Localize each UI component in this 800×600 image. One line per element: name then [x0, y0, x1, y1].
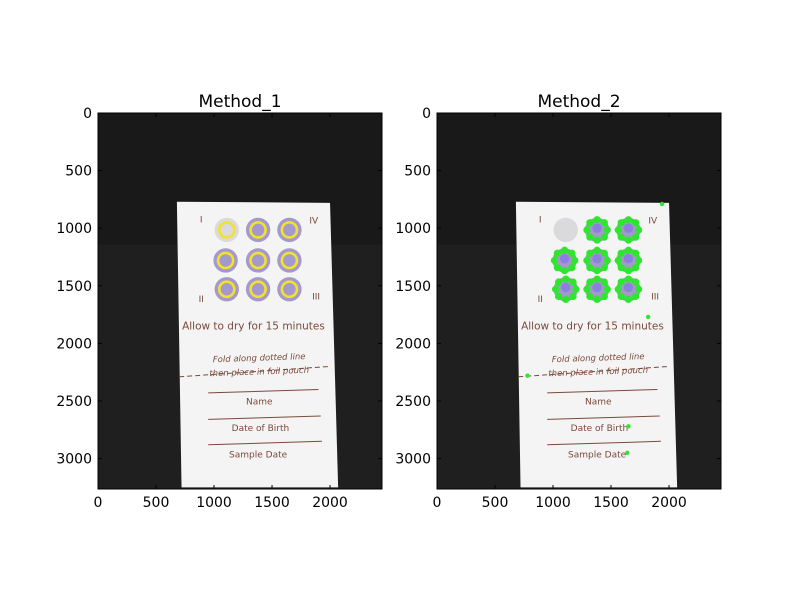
- form-line-1: [547, 388, 658, 394]
- instruction-text: Allow to dry for 15 minutes: [182, 321, 325, 333]
- y-tick-label: 0: [422, 106, 431, 122]
- fold-line: [518, 365, 670, 378]
- label-roman-3: III: [312, 293, 320, 303]
- label-roman-4: IV: [648, 217, 658, 227]
- y-tick-label: 1000: [395, 221, 431, 237]
- detection-outline: [617, 249, 640, 272]
- test-card: [515, 201, 678, 488]
- detection-center: [561, 282, 571, 293]
- stray-point: [525, 373, 530, 378]
- label-roman-4: IV: [309, 217, 319, 227]
- stray-point: [625, 450, 630, 456]
- x-tick-label: 0: [433, 495, 442, 511]
- detection-outline: [617, 218, 640, 242]
- detection-outline: [585, 277, 609, 301]
- detection-outline: [617, 277, 640, 301]
- sample-spot: [553, 217, 578, 243]
- y-tick-label: 1000: [56, 221, 92, 237]
- label-roman-2: II: [538, 295, 543, 305]
- y-tick-label: 2500: [395, 394, 431, 410]
- detection-center: [623, 282, 634, 293]
- y-tick-label: 2500: [56, 394, 92, 410]
- form-line-1: [208, 388, 319, 394]
- test-card: [176, 201, 339, 488]
- x-tick-label: 500: [143, 495, 170, 511]
- detection-ring: [217, 280, 236, 299]
- field-name: Name: [246, 397, 273, 407]
- field-date: Sample Date: [229, 450, 288, 460]
- field-dob: Date of Birth: [232, 424, 290, 434]
- fold-text-1: Fold along dotted line: [552, 352, 645, 365]
- x-tick-label: 1000: [535, 495, 571, 511]
- y-tick-label: 2000: [395, 336, 431, 352]
- fold-text-1: Fold along dotted line: [213, 352, 306, 365]
- detection-center: [623, 223, 634, 233]
- detection-ring: [217, 221, 236, 239]
- y-tick-label: 3000: [395, 452, 431, 468]
- y-tick-label: 1500: [56, 279, 92, 295]
- detection-center: [592, 223, 602, 233]
- axes-frame: [436, 112, 722, 490]
- detection-outline: [553, 249, 576, 272]
- x-tick-label: 2000: [312, 495, 348, 511]
- y-tick-label: 3000: [56, 452, 92, 468]
- x-tick-label: 1500: [254, 495, 290, 511]
- label-roman-1: I: [539, 215, 542, 225]
- detection-center: [592, 254, 602, 264]
- label-roman-2: II: [199, 295, 204, 305]
- form-line-2: [547, 415, 660, 420]
- chart-title: Method_1: [198, 92, 281, 112]
- form-line-2: [208, 415, 321, 420]
- detection-ring: [249, 280, 267, 299]
- x-tick-label: 1500: [593, 495, 629, 511]
- field-dob: Date of Birth: [571, 424, 629, 434]
- x-tick-label: 500: [482, 495, 509, 511]
- label-roman-3: III: [651, 293, 659, 303]
- detection-outline: [585, 249, 609, 272]
- detection-ring: [280, 251, 299, 270]
- stray-point: [626, 424, 631, 429]
- axes-frame: [97, 112, 383, 490]
- x-tick-label: 1000: [196, 495, 232, 511]
- detection-center: [592, 282, 602, 293]
- label-roman-1: I: [200, 215, 203, 225]
- detection-outline: [585, 218, 609, 242]
- fold-line: [179, 365, 331, 378]
- detection-ring: [280, 280, 299, 299]
- detection-outline: [554, 277, 578, 301]
- y-tick-label: 1500: [395, 279, 431, 295]
- y-tick-label: 0: [83, 106, 92, 122]
- x-tick-label: 2000: [651, 495, 687, 511]
- y-tick-label: 500: [404, 164, 431, 180]
- field-name: Name: [585, 397, 612, 407]
- y-tick-label: 500: [65, 164, 92, 180]
- detection-center: [559, 254, 570, 264]
- form-line-3: [208, 440, 322, 446]
- form-line-3: [547, 440, 661, 446]
- detection-ring: [249, 251, 267, 270]
- detection-ring: [249, 221, 267, 239]
- stray-point: [659, 201, 665, 207]
- detection-center: [623, 254, 634, 264]
- chart-title: Method_2: [537, 92, 620, 112]
- detection-ring: [280, 221, 299, 239]
- detection-ring: [216, 251, 235, 270]
- instruction-text: Allow to dry for 15 minutes: [521, 321, 664, 333]
- field-date: Sample Date: [568, 450, 627, 460]
- x-tick-label: 0: [94, 495, 103, 511]
- y-tick-label: 2000: [56, 336, 92, 352]
- stray-point: [645, 314, 651, 320]
